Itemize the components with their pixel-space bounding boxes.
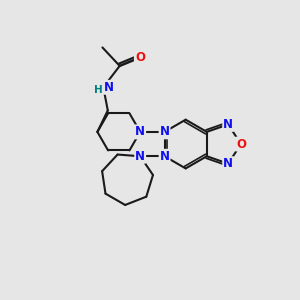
Text: N: N — [135, 150, 145, 163]
Text: N: N — [223, 157, 233, 170]
Text: N: N — [135, 125, 145, 138]
Text: O: O — [135, 51, 145, 64]
Text: N: N — [104, 81, 114, 94]
Text: N: N — [160, 150, 170, 163]
Text: H: H — [94, 85, 102, 95]
Text: O: O — [236, 138, 246, 151]
Text: N: N — [223, 118, 233, 131]
Text: N: N — [160, 125, 170, 138]
